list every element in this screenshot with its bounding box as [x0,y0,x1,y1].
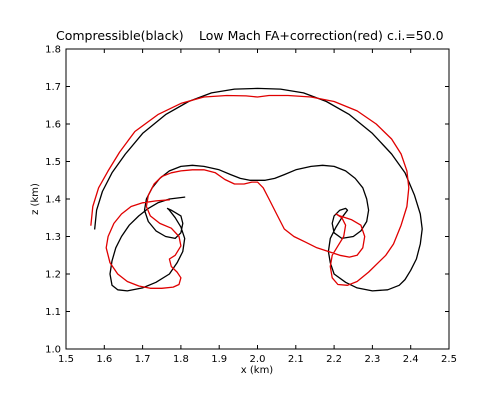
x-tick-label: 2.0 [250,354,266,365]
x-tick-label: 2.5 [441,354,457,365]
y-tick-label: 1.7 [45,82,61,93]
contour-series-red [90,94,410,289]
y-tick-label: 1.0 [45,345,61,356]
x-tick-label: 1.8 [173,354,189,365]
y-tick-label: 1.4 [45,195,61,206]
contour-series-black [94,87,423,292]
y-tick-label: 1.8 [45,45,61,56]
x-tick-label: 2.4 [403,354,419,365]
x-tick-label: 2.2 [326,354,342,365]
y-tick-label: 1.6 [45,120,61,131]
chart-title-right: c.i.=50.0 [387,28,444,43]
series-group [90,87,423,292]
y-tick-label: 1.1 [45,307,61,318]
y-tick-label: 1.2 [45,270,61,281]
x-tick-label: 1.7 [135,354,151,365]
x-axis-label: x (km) [241,365,274,376]
x-tick-label: 1.6 [96,354,112,365]
y-tick-label: 1.5 [45,157,61,168]
chart-title-center: Low Mach FA+correction(red) [199,28,383,43]
x-tick-label: 2.1 [288,354,304,365]
y-tick-label: 1.3 [45,232,61,243]
plot-frame [65,48,450,350]
x-tick-label: 1.5 [58,354,74,365]
x-tick-label: 2.3 [364,354,380,365]
y-axis-label: z (km) [30,183,41,215]
chart-title-left: Compressible(black) [56,28,184,43]
x-tick-label: 1.9 [211,354,227,365]
axis-ticks: 1.5 1.6 1.7 1.8 1.9 2.0 2.1 2.2 2.3 2.4 2.5 1.0 1.1 1… [45,45,457,366]
